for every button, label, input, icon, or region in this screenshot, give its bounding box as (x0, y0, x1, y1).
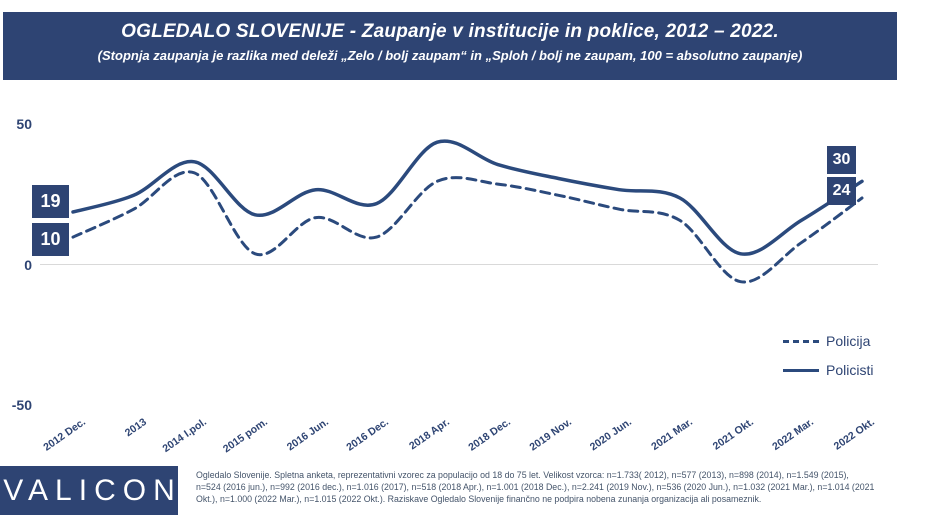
page-subtitle: (Stopnja zaupanja je razlika med deleži … (97, 48, 803, 63)
policisti-line (71, 139, 864, 256)
zero-gridline (40, 264, 878, 265)
y-axis-tick-50: 50 (16, 116, 32, 132)
methodology-footnote: Ogledalo Slovenije. Spletna anketa, repr… (196, 470, 875, 505)
policija-line (71, 170, 864, 284)
policisti-start-value-badge: 19 (32, 185, 69, 218)
y-axis-tick-minus50: -50 (11, 397, 32, 413)
page-title: OGLEDALO SLOVENIJE - Zaupanje v instituc… (121, 21, 779, 42)
valicon-logo-text: VALICON (3, 473, 182, 507)
legend-item-policija: Policija (783, 331, 873, 351)
dashed-line-swatch-icon (783, 339, 819, 343)
header-banner: OGLEDALO SLOVENIJE - Zaupanje v instituc… (3, 12, 897, 80)
legend-label-policisti: Policisti (826, 362, 874, 378)
valicon-logo: VALICON (0, 466, 178, 515)
policisti-end-value-badge: 30 (827, 146, 856, 174)
legend-item-policisti: Policisti (783, 360, 873, 380)
policija-start-value-badge: 10 (32, 223, 69, 256)
line-chart-plot (71, 139, 864, 284)
policija-end-value-badge: 24 (827, 177, 856, 205)
solid-line-swatch-icon (783, 368, 819, 372)
legend: Policija Policisti (783, 331, 873, 389)
legend-label-policija: Policija (826, 333, 871, 349)
y-axis-tick-0: 0 (24, 257, 32, 273)
